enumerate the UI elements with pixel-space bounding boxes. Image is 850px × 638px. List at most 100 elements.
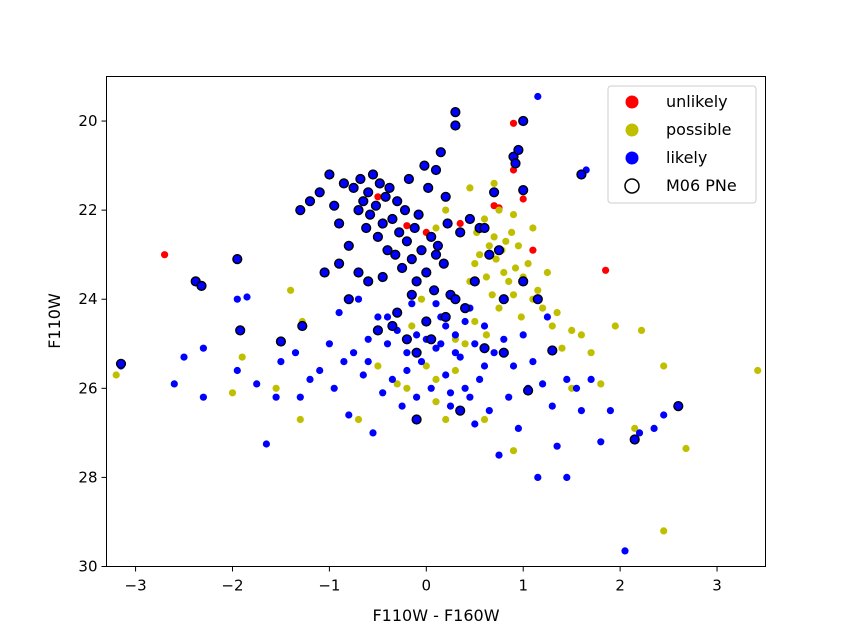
point-likely <box>577 407 586 415</box>
point-m06-pne <box>390 249 401 260</box>
point-likely <box>398 402 406 410</box>
point-m06-pne <box>426 231 437 243</box>
point-m06-pne <box>343 240 354 251</box>
point-possible <box>374 362 382 370</box>
point-m06-pne <box>401 334 413 345</box>
point-m06-pne <box>387 213 398 225</box>
point-likely <box>485 407 493 415</box>
point-m06-pne <box>319 267 330 278</box>
point-unlikely <box>374 193 382 201</box>
y-tick-label: 20 <box>78 112 97 130</box>
legend-label-unlikely: unlikely <box>666 92 728 111</box>
point-likely <box>461 384 469 392</box>
point-possible <box>471 260 479 268</box>
point-m06-pne <box>355 173 366 185</box>
point-possible <box>408 322 416 330</box>
point-m06-pne <box>432 240 444 251</box>
point-likely <box>563 375 571 383</box>
point-m06-pne <box>440 311 451 323</box>
point-possible <box>238 353 246 361</box>
point-possible <box>296 415 304 424</box>
point-unlikely <box>161 251 169 259</box>
point-possible <box>568 326 576 334</box>
point-m06-pne <box>377 271 388 283</box>
point-m06-pne <box>411 276 422 287</box>
point-m06-pne <box>370 200 382 211</box>
point-possible <box>287 286 295 294</box>
legend-label-m06-pne: M06 PNe <box>666 176 737 195</box>
point-m06-pne <box>518 185 529 196</box>
point-possible <box>660 527 668 535</box>
point-likely <box>340 358 348 366</box>
point-m06-pne <box>413 209 424 220</box>
point-possible <box>637 326 646 334</box>
point-likely <box>539 380 547 388</box>
point-possible <box>514 242 523 250</box>
point-m06-pne <box>518 115 529 127</box>
point-m06-pne <box>275 336 287 347</box>
point-likely <box>277 358 285 366</box>
point-likely <box>262 440 270 448</box>
point-likely <box>180 353 188 361</box>
point-m06-pne <box>363 276 374 287</box>
y-axis-label: F110W <box>45 293 64 349</box>
point-unlikely <box>529 246 537 254</box>
point-likely <box>291 349 300 357</box>
point-possible <box>577 331 586 339</box>
point-likely <box>170 380 178 388</box>
point-m06-pne <box>430 249 442 260</box>
point-likely <box>306 375 314 383</box>
point-m06-pne <box>450 106 461 118</box>
point-possible <box>461 340 469 348</box>
point-possible <box>471 317 479 326</box>
point-unlikely <box>403 222 411 230</box>
point-likely <box>451 349 459 357</box>
point-m06-pne <box>513 144 524 156</box>
point-m06-pne <box>460 303 471 314</box>
point-likely <box>350 349 358 357</box>
point-likely <box>495 451 503 459</box>
legend-marker-possible <box>625 123 639 137</box>
point-m06-pne <box>489 187 500 198</box>
point-m06-pne <box>426 334 437 345</box>
point-m06-pne <box>469 276 480 287</box>
legend-label-possible: possible <box>666 120 732 139</box>
point-m06-pne <box>392 307 403 318</box>
point-possible <box>631 424 639 432</box>
point-m06-pne <box>629 434 640 445</box>
point-m06-pne <box>343 294 354 305</box>
point-unlikely <box>456 219 464 228</box>
point-possible <box>597 380 605 388</box>
legend: unlikely possible likely M06 PNe <box>607 85 757 204</box>
point-likely <box>456 353 464 361</box>
point-possible <box>529 224 537 232</box>
x-axis-label: F110W - F160W <box>372 606 499 625</box>
point-likely <box>383 313 392 321</box>
point-m06-pne <box>365 209 376 220</box>
y-tick-label: 30 <box>78 558 97 576</box>
point-m06-pne <box>438 258 449 269</box>
point-likely <box>345 411 353 419</box>
point-likely <box>505 393 513 401</box>
point-likely <box>500 335 508 343</box>
point-possible <box>480 215 489 223</box>
point-possible <box>534 286 542 294</box>
point-m06-pne <box>324 169 335 180</box>
point-possible <box>432 398 440 406</box>
point-m06-pne <box>392 196 403 207</box>
point-m06-pne <box>353 267 364 278</box>
point-likely <box>650 424 658 432</box>
point-m06-pne <box>380 191 391 202</box>
point-likely <box>553 442 561 450</box>
point-m06-pne <box>484 249 495 260</box>
point-possible <box>112 371 120 379</box>
point-m06-pne <box>387 320 398 332</box>
point-likely <box>490 349 498 357</box>
point-likely <box>316 366 324 375</box>
point-m06-pne <box>329 200 340 211</box>
point-likely <box>364 358 372 366</box>
legend-label-likely: likely <box>666 148 707 167</box>
legend-marker-likely <box>625 151 639 165</box>
point-m06-pne <box>532 294 543 305</box>
point-m06-pne <box>394 227 405 238</box>
